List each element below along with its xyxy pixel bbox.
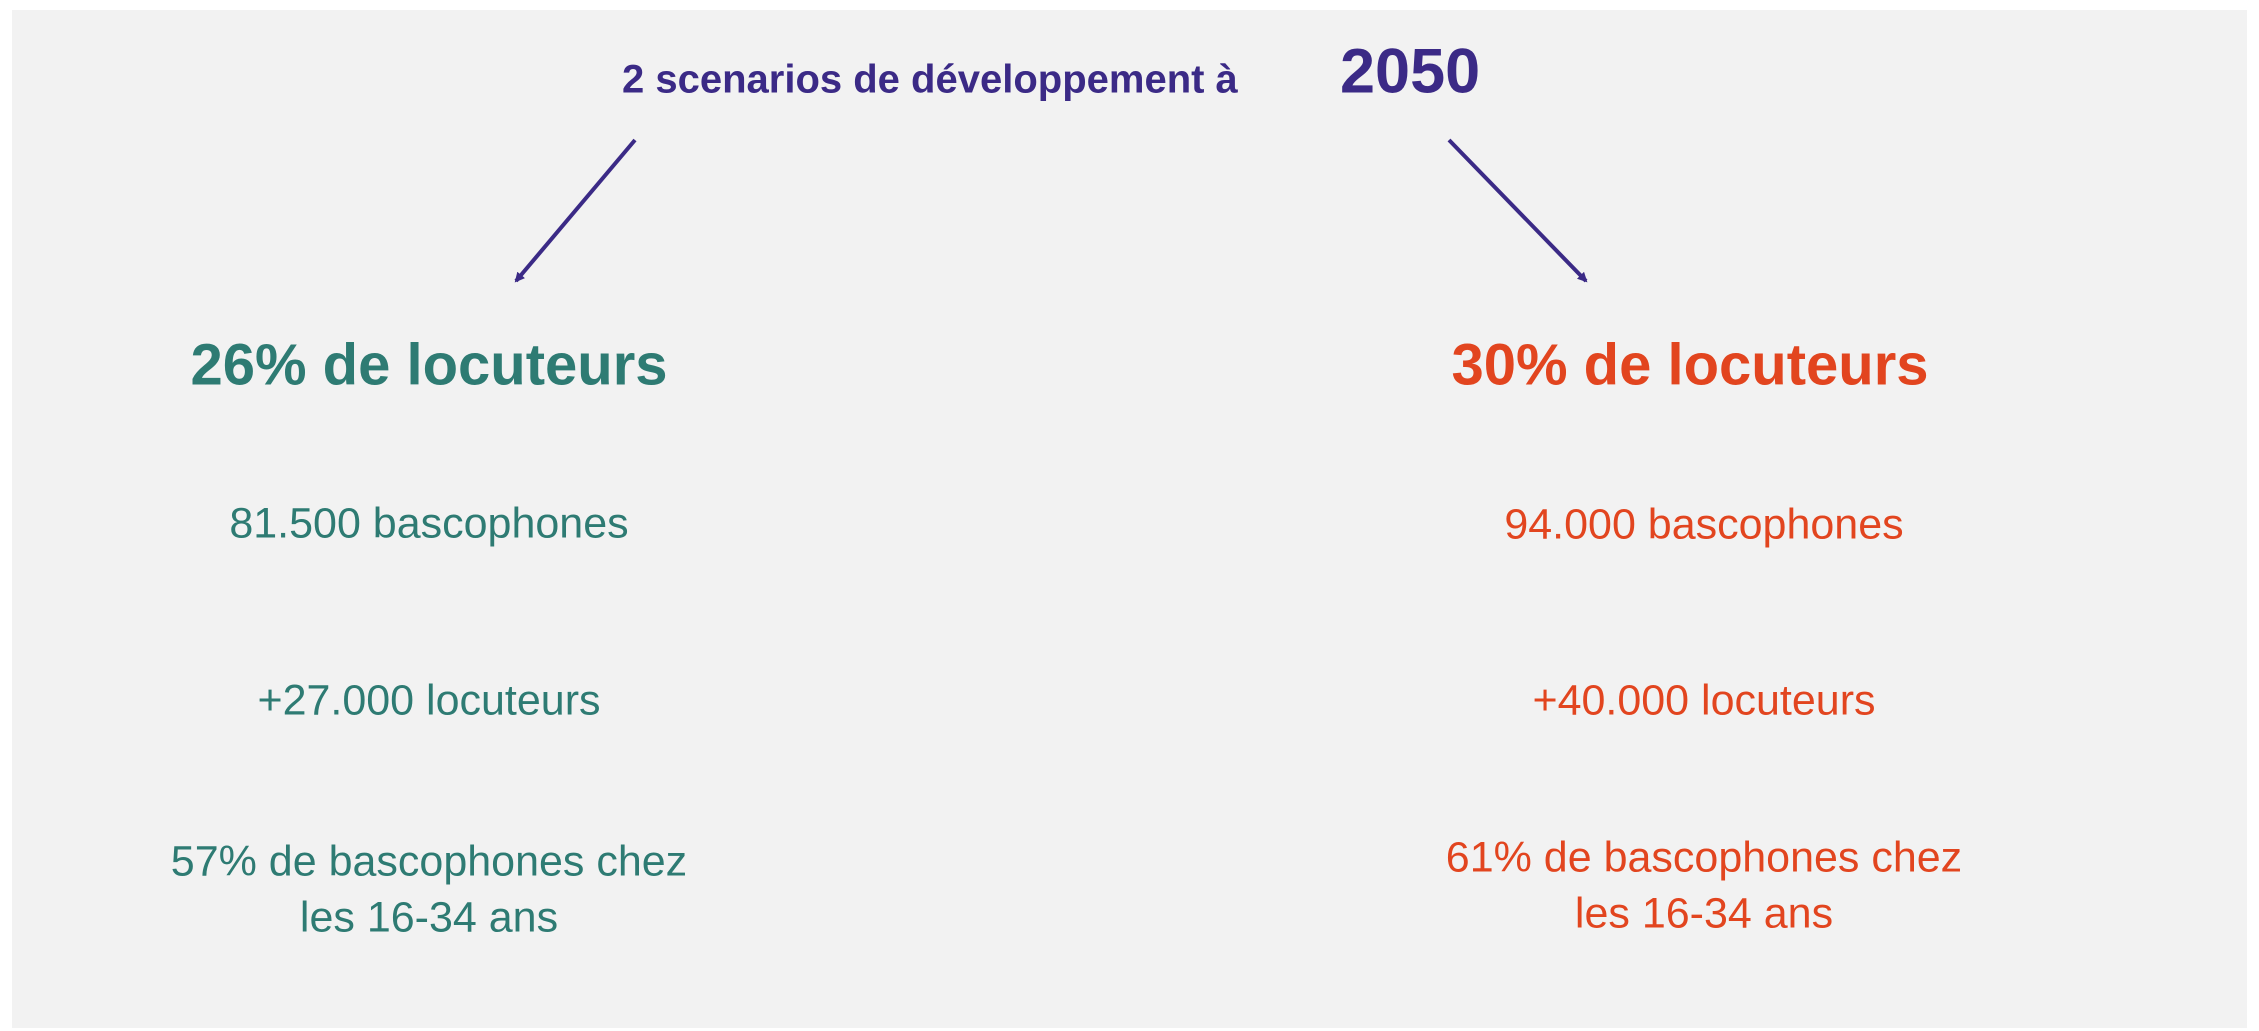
scenario-item: 81.500 bascophones [229,499,628,547]
scenario-item: les 16-34 ans [300,893,558,941]
scenario-item: 57% de bascophones chez [171,837,687,885]
arrow-left [514,138,637,283]
scenario-heading: 26% de locuteurs [190,332,667,397]
scenario-item: 94.000 bascophones [1504,500,1903,548]
scenario-heading: 30% de locuteurs [1451,332,1928,397]
arrow-right [1447,138,1588,283]
title: 2 scenarios de développement à [622,58,1239,102]
scenario-item: 61% de bascophones chez [1446,833,1962,881]
scenario-item: +40.000 locuteurs [1532,676,1875,724]
title-year: 2050 [1340,37,1480,107]
background [12,10,2247,1028]
scenario-item: +27.000 locuteurs [257,676,600,724]
scenario-item: les 16-34 ans [1575,889,1833,937]
